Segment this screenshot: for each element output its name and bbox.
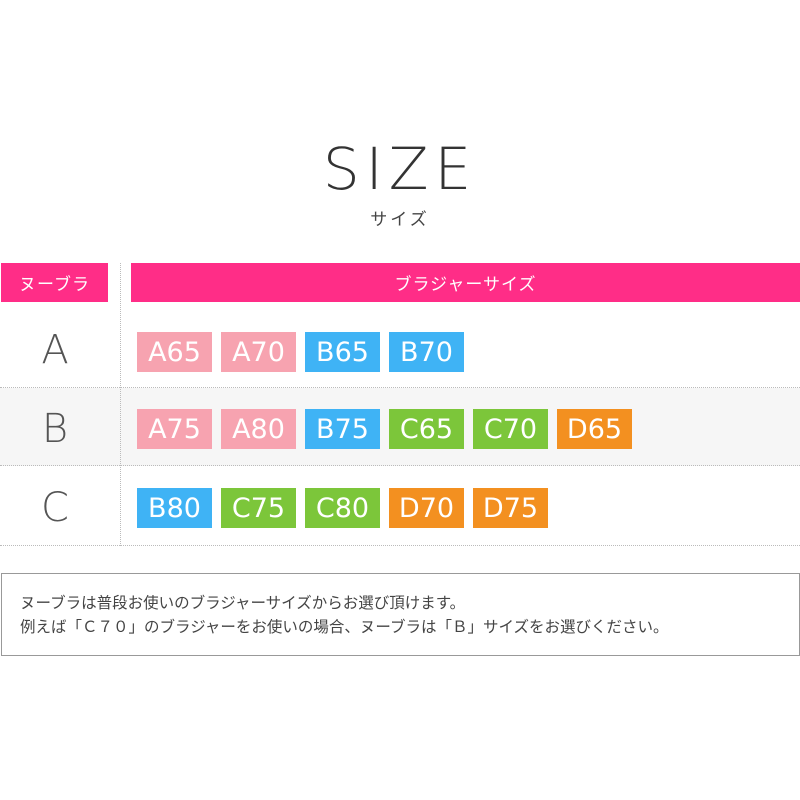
- table-row: B A75 A80 B75 C65 C70 D65: [0, 388, 800, 466]
- bra-size-tag: D75: [473, 488, 548, 528]
- bra-size-tag: B65: [305, 332, 380, 372]
- page-title: SIZE: [322, 135, 478, 203]
- header-bra-size: ブラジャーサイズ: [131, 263, 800, 302]
- table-row: A A65 A70 B65 B70: [0, 302, 800, 388]
- nubra-size-label: A: [41, 327, 69, 373]
- bra-size-tag: A65: [137, 332, 212, 372]
- table-row: C B80 C75 C80 D70 D75: [0, 466, 800, 546]
- bra-size-tag: C75: [221, 488, 296, 528]
- bra-size-tag: C65: [389, 409, 464, 449]
- bra-size-tag: B70: [389, 332, 464, 372]
- header-nubra: ヌーブラ: [1, 263, 108, 302]
- bra-size-tags: A65 A70 B65 B70: [137, 332, 464, 372]
- bra-size-tag: B75: [305, 409, 380, 449]
- nubra-size-label: C: [41, 485, 69, 531]
- note-box: ヌーブラは普段お使いのブラジャーサイズからお選び頂けます。 例えば「Ｃ７０」のブ…: [1, 573, 800, 656]
- bra-size-tag: C80: [305, 488, 380, 528]
- note-line-2: 例えば「Ｃ７０」のブラジャーをお使いの場合、ヌーブラは「Ｂ」サイズをお選びくださ…: [20, 618, 669, 636]
- bra-size-tag: C70: [473, 409, 548, 449]
- bra-size-tag: D70: [389, 488, 464, 528]
- bra-size-tag: A80: [221, 409, 296, 449]
- bra-size-tag: A75: [137, 409, 212, 449]
- nubra-size-label: B: [41, 406, 69, 452]
- note-line-1: ヌーブラは普段お使いのブラジャーサイズからお選び頂けます。: [20, 594, 466, 612]
- column-divider: [120, 263, 121, 546]
- bra-size-tag: D65: [557, 409, 632, 449]
- bra-size-tags: A75 A80 B75 C65 C70 D65: [137, 409, 632, 449]
- bra-size-tag: B80: [137, 488, 212, 528]
- bra-size-tags: B80 C75 C80 D70 D75: [137, 488, 548, 528]
- page-subtitle: サイズ: [370, 210, 430, 230]
- bra-size-tag: A70: [221, 332, 296, 372]
